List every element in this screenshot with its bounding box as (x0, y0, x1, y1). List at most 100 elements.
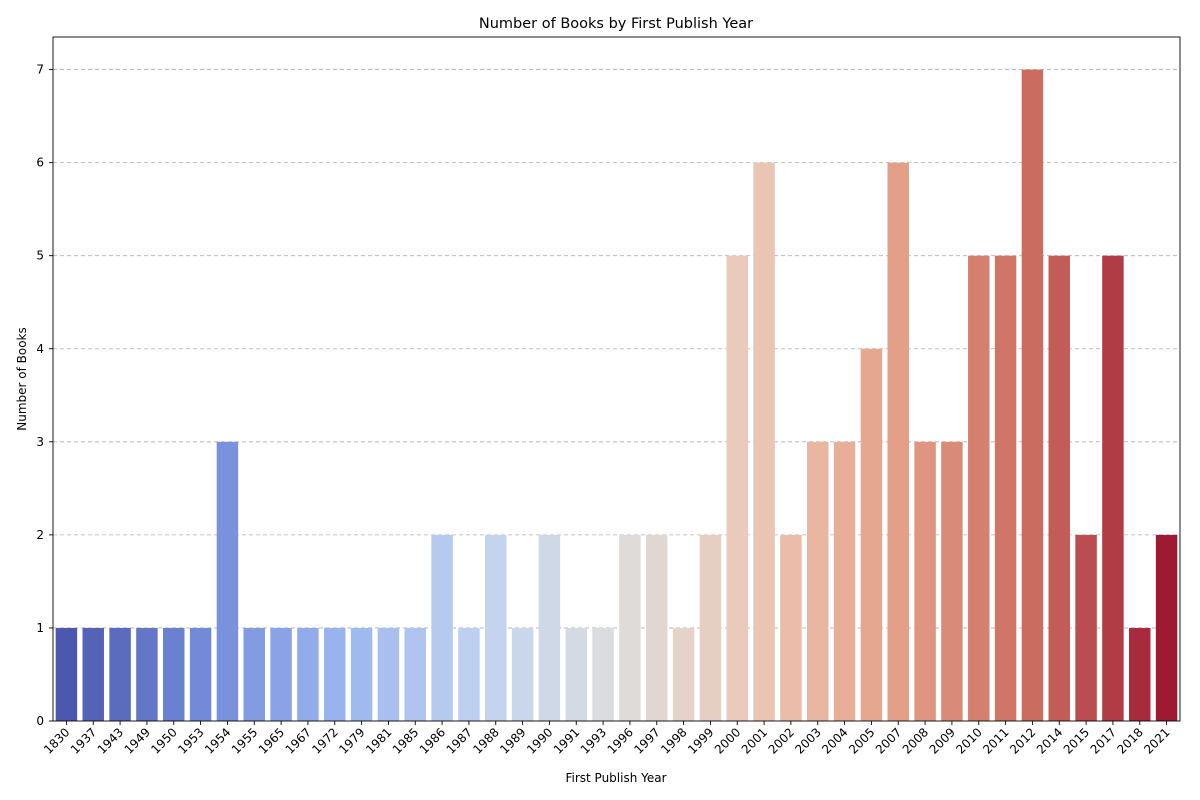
x-tick-label: 2003 (792, 725, 823, 756)
bar-2004 (833, 441, 856, 721)
x-tick-label: 1972 (309, 725, 340, 756)
bar-2003 (807, 441, 829, 721)
x-tick-label: 2007 (873, 725, 904, 756)
x-tick-label: 2011 (980, 725, 1011, 756)
x-tick-label: 1965 (256, 725, 287, 756)
bar-1993 (592, 627, 614, 721)
x-tick-label: 2005 (846, 725, 877, 756)
bar-1997 (646, 534, 668, 721)
x-tick-label: 1979 (336, 725, 367, 756)
x-tick-label: 1955 (229, 725, 260, 756)
x-tick-label: 1985 (390, 725, 421, 756)
bar-1987 (458, 627, 480, 721)
bar-2010 (968, 255, 990, 721)
x-tick-label: 2000 (712, 725, 743, 756)
bar-1985 (404, 627, 426, 721)
y-tick-label: 0 (36, 714, 44, 728)
x-tick-label: 1950 (148, 725, 179, 756)
bar-1943 (109, 627, 131, 721)
bar-1967 (297, 627, 319, 721)
x-tick-label: 2015 (1061, 725, 1092, 756)
bar-1949 (136, 627, 158, 721)
bar-1950 (163, 627, 185, 721)
plot-frame (52, 36, 1181, 722)
x-tick-label: 1989 (497, 725, 528, 756)
bar-2018 (1129, 627, 1151, 721)
x-tick-label: 2021 (1141, 725, 1172, 756)
x-tick-label: 2009 (927, 725, 958, 756)
x-tick-label: 1997 (631, 725, 662, 756)
bar-1990 (538, 534, 561, 721)
x-tick-label: 2010 (953, 725, 984, 756)
x-tick-label: 2018 (1114, 725, 1145, 756)
x-tick-label: 2012 (1007, 725, 1038, 756)
x-tick-label: 1999 (685, 725, 716, 756)
x-tick-label: 2017 (1088, 725, 1119, 756)
bar-2017 (1102, 255, 1124, 721)
grid-layer (53, 69, 1180, 629)
bar-2021 (1155, 534, 1178, 721)
bar-2001 (753, 162, 775, 721)
bar-2002 (780, 534, 802, 721)
y-tick-label: 5 (36, 249, 44, 263)
x-tick-label: 1993 (578, 725, 609, 756)
x-axis-label: First Publish Year (565, 771, 666, 785)
x-tick-label: 1988 (470, 725, 501, 756)
x-tick-label: 1943 (95, 725, 126, 756)
y-tick-label: 1 (36, 621, 44, 635)
y-tick-label: 3 (36, 435, 44, 449)
x-tick-label: 1953 (175, 725, 206, 756)
x-tick-label: 1937 (68, 725, 99, 756)
x-tick-label: 2004 (819, 725, 850, 756)
x-tick-label: 1996 (605, 725, 636, 756)
x-tick-label: 1954 (202, 725, 233, 756)
bar-2000 (726, 255, 748, 721)
bar-1955 (243, 627, 265, 721)
bar-1989 (511, 627, 534, 721)
x-tick-label: 1949 (122, 725, 153, 756)
x-tick-label: 1967 (283, 725, 314, 756)
y-tick-label: 4 (36, 342, 44, 356)
x-tick-label: 1987 (444, 725, 475, 756)
bar-1979 (350, 627, 373, 721)
bar-2012 (1021, 69, 1044, 722)
bar-2008 (914, 441, 936, 721)
x-tick-label: 1986 (417, 725, 448, 756)
x-tick-label: 2008 (900, 725, 931, 756)
bar-1981 (377, 627, 400, 721)
y-axis-label: Number of Books (15, 327, 29, 431)
chart-title: Number of Books by First Publish Year (479, 16, 753, 32)
bar-1998 (672, 627, 695, 721)
bar-1999 (699, 534, 722, 721)
bar-2015 (1075, 534, 1097, 721)
bar-1965 (270, 627, 292, 721)
bar-1830 (55, 627, 78, 721)
x-tick-label: 2001 (739, 725, 770, 756)
bar-1954 (216, 441, 239, 721)
bar-2011 (994, 255, 1017, 721)
bar-1988 (485, 534, 507, 721)
bar-2009 (941, 441, 963, 721)
x-tick-label: 1981 (363, 725, 394, 756)
x-tick-label: 1991 (551, 725, 582, 756)
bar-1937 (82, 627, 104, 721)
bar-1991 (565, 627, 587, 721)
x-tick-label: 2014 (1034, 725, 1065, 756)
y-tick-label: 7 (36, 63, 44, 77)
bar-1986 (431, 534, 453, 721)
x-tick-label: 1830 (41, 725, 72, 756)
bar-2007 (887, 162, 909, 721)
y-tick-label: 2 (36, 528, 44, 542)
x-tick-label: 2002 (766, 725, 797, 756)
y-tick-label: 6 (36, 156, 44, 170)
x-tick-label: 1998 (658, 725, 689, 756)
bar-1953 (189, 627, 212, 721)
bar-2005 (860, 348, 883, 721)
bar-2014 (1048, 255, 1070, 721)
bar-1996 (619, 534, 641, 721)
bars-layer (55, 69, 1178, 722)
x-tick-label: 1990 (524, 725, 555, 756)
bar-1972 (324, 627, 346, 721)
